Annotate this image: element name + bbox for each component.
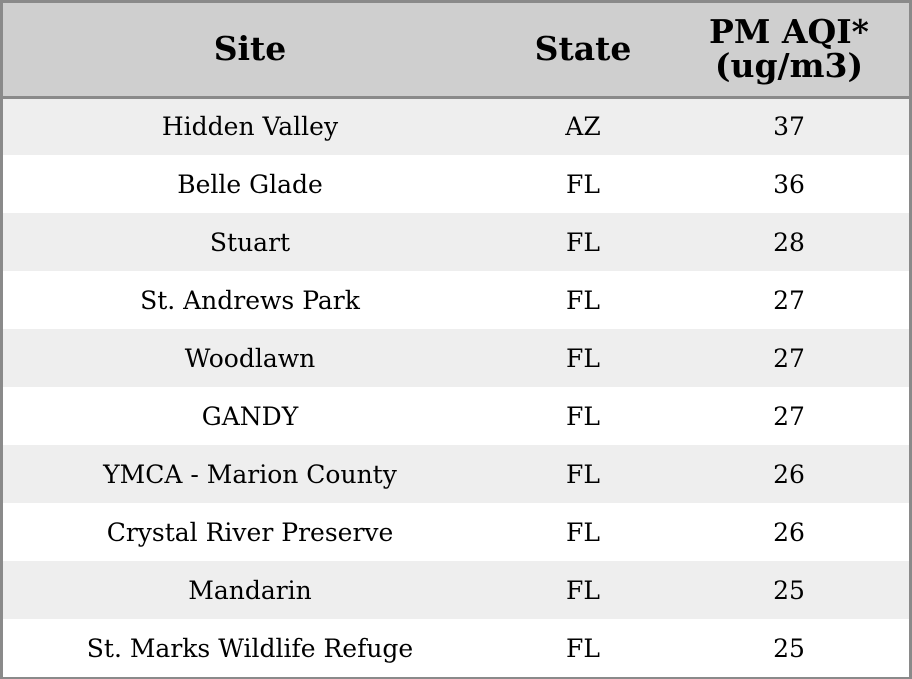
table-row: St. Marks Wildlife Refuge FL 25 [3,619,909,677]
table-row: Mandarin FL 25 [3,561,909,619]
cell-pm-aqi: 27 [773,401,805,431]
cell-site: Woodlawn [184,343,316,373]
header-site: Site [3,3,497,99]
header-state: State [497,3,669,99]
header-pm-aqi-label: PM AQI* [709,12,869,52]
cell-state: FL [566,285,600,315]
cell-site: Hidden Valley [161,112,339,142]
cell-state: FL [566,575,600,605]
header-pm-aqi: PM AQI* (ug/m3) [669,3,909,99]
cell-state: FL [566,459,600,489]
cell-state: FL [566,401,600,431]
cell-pm-aqi: 36 [773,169,805,199]
cell-state: FL [566,343,600,373]
table-row: Crystal River Preserve FL 26 [3,503,909,561]
cell-state: FL [566,227,600,257]
cell-state: FL [566,633,600,663]
cell-site: Crystal River Preserve [106,517,394,547]
cell-pm-aqi: 25 [773,575,805,605]
cell-site: Mandarin [188,575,312,605]
cell-site: Stuart [209,227,291,257]
cell-site: St. Andrews Park [140,285,360,315]
table-row: GANDY FL 27 [3,387,909,445]
table-row: Belle Glade FL 36 [3,155,909,213]
cell-pm-aqi: 27 [773,285,805,315]
cell-site: GANDY [201,401,299,431]
cell-state: AZ [565,112,601,142]
table-row: Stuart FL 28 [3,213,909,271]
cell-pm-aqi: 37 [773,112,805,142]
table-row: Woodlawn FL 27 [3,329,909,387]
cell-state: FL [566,517,600,547]
table-header: Site State PM AQI* (ug/m3) [3,3,909,99]
table-row: Hidden Valley AZ 37 [3,97,909,155]
header-pm-aqi-unit: (ug/m3) [714,46,864,86]
cell-site: YMCA - Marion County [103,459,397,489]
cell-pm-aqi: 26 [773,517,805,547]
cell-pm-aqi: 26 [773,459,805,489]
cell-state: FL [566,169,600,199]
aqi-table: Site State PM AQI* (ug/m3) Hidden Valley… [3,3,909,677]
table-row: St. Andrews Park FL 27 [3,271,909,329]
table-body: Hidden Valley AZ 37 Belle Glade FL 36 Stuart FL… [3,97,909,677]
cell-pm-aqi: 28 [773,227,805,257]
cell-site: St. Marks Wildlife Refuge [86,633,414,663]
table-row: YMCA - Marion County FL 26 [3,445,909,503]
cell-pm-aqi: 25 [773,633,805,663]
cell-site: Belle Glade [177,169,323,199]
cell-pm-aqi: 27 [773,343,805,373]
header-row: Site State PM AQI* (ug/m3) [3,3,909,99]
